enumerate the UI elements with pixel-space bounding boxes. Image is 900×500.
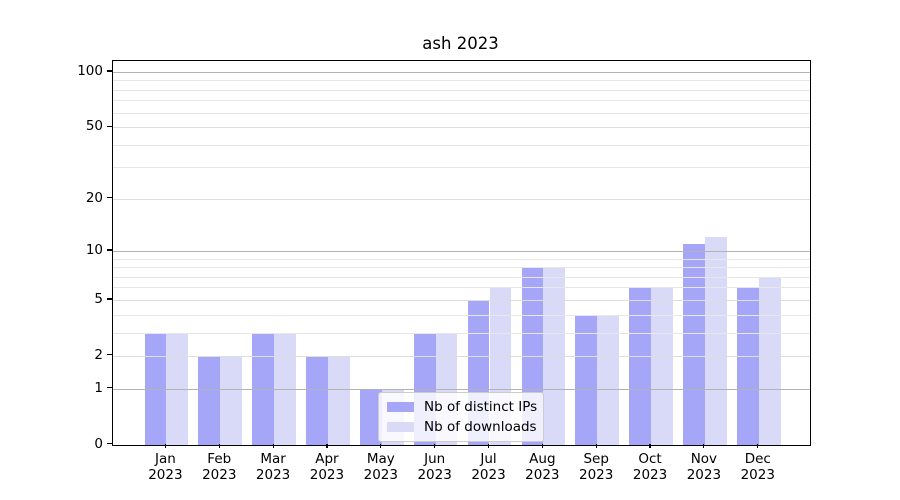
y-gridline-60 <box>113 112 810 114</box>
y-tick-10 <box>107 249 112 251</box>
legend-item-downloads: Nb of downloads <box>385 417 537 437</box>
x-tick-label-9: Oct 2023 <box>632 451 668 483</box>
y-tick-label-100: 100 <box>77 62 103 79</box>
bar-distinct-ips <box>629 287 652 445</box>
y-tick-50 <box>107 125 112 127</box>
bar-distinct-ips <box>306 355 328 445</box>
x-tick-label-11: Dec 2023 <box>740 451 775 483</box>
y-tick-2 <box>107 354 112 356</box>
y-gridline-50 <box>113 127 810 129</box>
x-tick-9 <box>649 443 651 448</box>
bar-downloads <box>704 237 727 445</box>
legend-label-downloads: Nb of downloads <box>424 419 537 435</box>
y-gridline-7 <box>113 276 810 278</box>
y-gridline-70 <box>113 100 810 102</box>
bar-downloads <box>758 276 781 445</box>
y-gridline-6 <box>113 287 810 289</box>
x-tick-label-5: Jun 2023 <box>417 451 452 483</box>
x-tick-8 <box>595 443 597 448</box>
y-tick-20 <box>107 197 112 199</box>
legend-item-distinct-ips: Nb of distinct IPs <box>385 397 537 417</box>
y-tick-1 <box>107 387 112 389</box>
y-tick-label-50: 50 <box>85 118 103 135</box>
y-tick-100 <box>107 70 112 72</box>
y-gridline-3 <box>113 332 810 334</box>
bar-downloads <box>327 355 350 445</box>
bar-downloads <box>220 355 243 445</box>
bar-downloads <box>651 287 673 445</box>
bar-distinct-ips <box>736 287 759 445</box>
bar-distinct-ips <box>198 355 221 445</box>
y-tick-5 <box>107 298 112 300</box>
x-tick-label-3: Apr 2023 <box>309 451 345 483</box>
y-gridline-80 <box>113 89 810 91</box>
x-tick-11 <box>757 443 759 448</box>
bar-distinct-ips <box>683 243 705 445</box>
bar-distinct-ips <box>360 388 382 445</box>
y-gridline-4 <box>113 314 810 316</box>
y-gridline-2 <box>113 355 810 357</box>
x-tick-label-4: May 2023 <box>363 451 398 483</box>
x-tick-3 <box>326 443 328 448</box>
x-tick-6 <box>487 443 490 448</box>
x-tick-label-6: Jul 2023 <box>471 451 506 483</box>
y-gridline-30 <box>113 167 810 169</box>
bar-distinct-ips <box>575 314 598 445</box>
y-tick-label-10: 10 <box>85 241 103 258</box>
x-tick-0 <box>164 443 166 448</box>
x-tick-10 <box>703 443 705 448</box>
x-tick-5 <box>434 443 436 448</box>
x-tick-label-1: Feb 2023 <box>202 451 237 483</box>
x-tick-label-10: Nov 2023 <box>686 451 722 483</box>
x-tick-1 <box>218 443 220 448</box>
legend-label-distinct-ips: Nb of distinct IPs <box>424 399 538 415</box>
bar-downloads <box>597 314 619 445</box>
y-gridline-5 <box>113 299 810 301</box>
x-tick-4 <box>380 443 382 448</box>
legend-swatch-distinct-ips <box>387 402 414 412</box>
x-tick-2 <box>272 443 274 448</box>
y-tick-label-20: 20 <box>85 189 103 206</box>
plot-area <box>112 59 811 446</box>
y-gridline-100 <box>113 71 810 73</box>
x-tick-7 <box>541 443 543 448</box>
x-tick-label-0: Jan 2023 <box>148 451 183 483</box>
x-tick-label-7: Aug 2023 <box>525 451 560 483</box>
y-gridline-20 <box>113 198 810 200</box>
y-gridline-40 <box>113 144 810 146</box>
y-gridline-8 <box>113 267 810 269</box>
x-tick-label-8: Sep 2023 <box>579 451 614 483</box>
legend: Nb of distinct IPs Nb of downloads <box>378 392 544 442</box>
x-tick-label-2: Mar 2023 <box>255 451 291 483</box>
y-gridline-90 <box>113 80 810 82</box>
y-gridline-9 <box>113 258 810 260</box>
y-gridline-1 <box>113 388 810 390</box>
legend-swatch-downloads <box>387 422 414 432</box>
y-tick-label-1: 1 <box>94 379 103 396</box>
y-tick-label-2: 2 <box>94 346 103 363</box>
y-tick-label-0: 0 <box>94 435 103 452</box>
y-tick-label-5: 5 <box>94 290 103 307</box>
chart-title: ash 2023 <box>422 34 499 53</box>
y-gridline-10 <box>113 250 810 252</box>
y-tick-0 <box>107 443 112 445</box>
